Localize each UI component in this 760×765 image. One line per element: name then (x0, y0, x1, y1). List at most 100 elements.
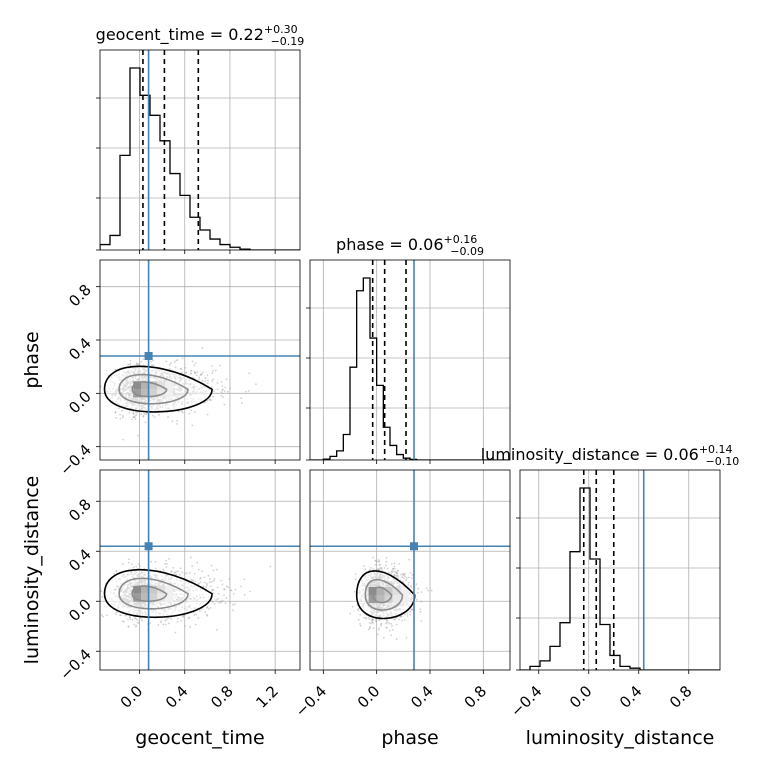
sample-point (401, 572, 404, 575)
sample-point (205, 613, 208, 616)
sample-point (216, 628, 218, 631)
contour-line (103, 365, 213, 413)
sample-point (191, 565, 194, 568)
sample-point (247, 390, 250, 392)
sample-point (229, 601, 231, 604)
sample-point (132, 416, 135, 419)
sample-point (124, 614, 127, 617)
sample-point (404, 619, 406, 621)
sample-point (223, 390, 226, 393)
sample-point (131, 619, 134, 621)
sample-point (135, 565, 138, 568)
sample-point (392, 567, 395, 570)
sample-point (171, 420, 174, 423)
sample-point (157, 624, 160, 626)
sample-point (188, 412, 191, 415)
sample-point (199, 576, 202, 579)
sample-point (187, 617, 190, 620)
sample-point (188, 571, 191, 574)
sample-point (397, 575, 400, 578)
sample-point (401, 619, 404, 622)
sample-point (357, 608, 360, 611)
panel-2-0: 0.0 0.4 0.8 1.2 geocent_time −0.4 0.0 0.4 0.8 lum… (21, 469, 301, 749)
histogram-step (100, 67, 300, 250)
sample-point (374, 563, 377, 566)
sample-point (216, 388, 219, 390)
sample-point (400, 615, 403, 618)
panel-frame (99, 469, 301, 671)
sample-point (203, 401, 206, 404)
panel-frame (99, 49, 301, 251)
y-tick-label: 0.0 (65, 387, 95, 417)
sample-point (199, 374, 202, 377)
sample-point (206, 584, 208, 587)
sample-point (416, 591, 419, 594)
sample-point (212, 369, 214, 372)
sample-point (160, 620, 163, 622)
sample-point (220, 391, 223, 393)
x-tick-label: 0.0 (117, 682, 147, 712)
sample-point (400, 573, 403, 576)
sample-point (167, 416, 169, 418)
sample-point (374, 560, 377, 563)
sample-point (196, 561, 199, 564)
sample-point (133, 416, 136, 419)
sample-point (176, 419, 179, 422)
sample-point (396, 572, 399, 574)
sample-point (420, 600, 423, 603)
sample-point (407, 581, 410, 584)
sample-point (188, 616, 191, 619)
sample-point (193, 370, 196, 373)
sample-point (211, 601, 214, 603)
sample-point (208, 581, 211, 584)
sample-point (160, 621, 162, 624)
panel-content (100, 470, 300, 670)
sample-point (227, 586, 230, 589)
sample-point (114, 411, 117, 414)
sample-point (372, 556, 375, 559)
sample-point (142, 358, 145, 360)
sample-point (158, 413, 160, 416)
sample-point (410, 608, 412, 611)
sample-point (175, 359, 178, 362)
sample-point (385, 560, 388, 563)
sample-point (106, 614, 108, 617)
sample-point (372, 619, 375, 622)
x-tick-label: 1.2 (252, 682, 282, 712)
sample-point (363, 565, 366, 567)
title-main: geocent_time = 0.22 (96, 25, 264, 45)
sample-point (224, 602, 227, 605)
panel-content (100, 50, 300, 250)
sample-point (184, 366, 187, 369)
sample-point (191, 360, 194, 363)
sample-point (145, 412, 148, 414)
sample-point (371, 618, 374, 620)
sample-point (399, 615, 402, 618)
title-main: phase = 0.06 (336, 235, 443, 254)
sample-point (202, 585, 205, 588)
sample-point (218, 601, 220, 604)
sample-point (385, 564, 387, 567)
sample-point (380, 566, 383, 569)
panel-frame (309, 469, 511, 671)
sample-point (359, 613, 362, 616)
sample-point (164, 623, 167, 626)
sample-point (390, 573, 393, 575)
sample-point (402, 574, 405, 577)
sample-point (134, 625, 137, 628)
sample-point (174, 631, 177, 634)
sample-point (377, 568, 380, 570)
sample-point (228, 578, 231, 581)
sample-point (140, 617, 143, 620)
sample-point (115, 570, 118, 573)
sample-point (377, 629, 380, 631)
sample-point (134, 617, 136, 620)
sample-point (380, 623, 383, 625)
panel-title: phase = 0.06+0.16 −0.09 (336, 233, 484, 258)
sample-point (220, 600, 223, 603)
sample-point (394, 618, 396, 621)
sample-point (119, 413, 121, 416)
sample-point (229, 589, 232, 592)
sample-point (211, 372, 214, 375)
sample-point (385, 619, 388, 622)
